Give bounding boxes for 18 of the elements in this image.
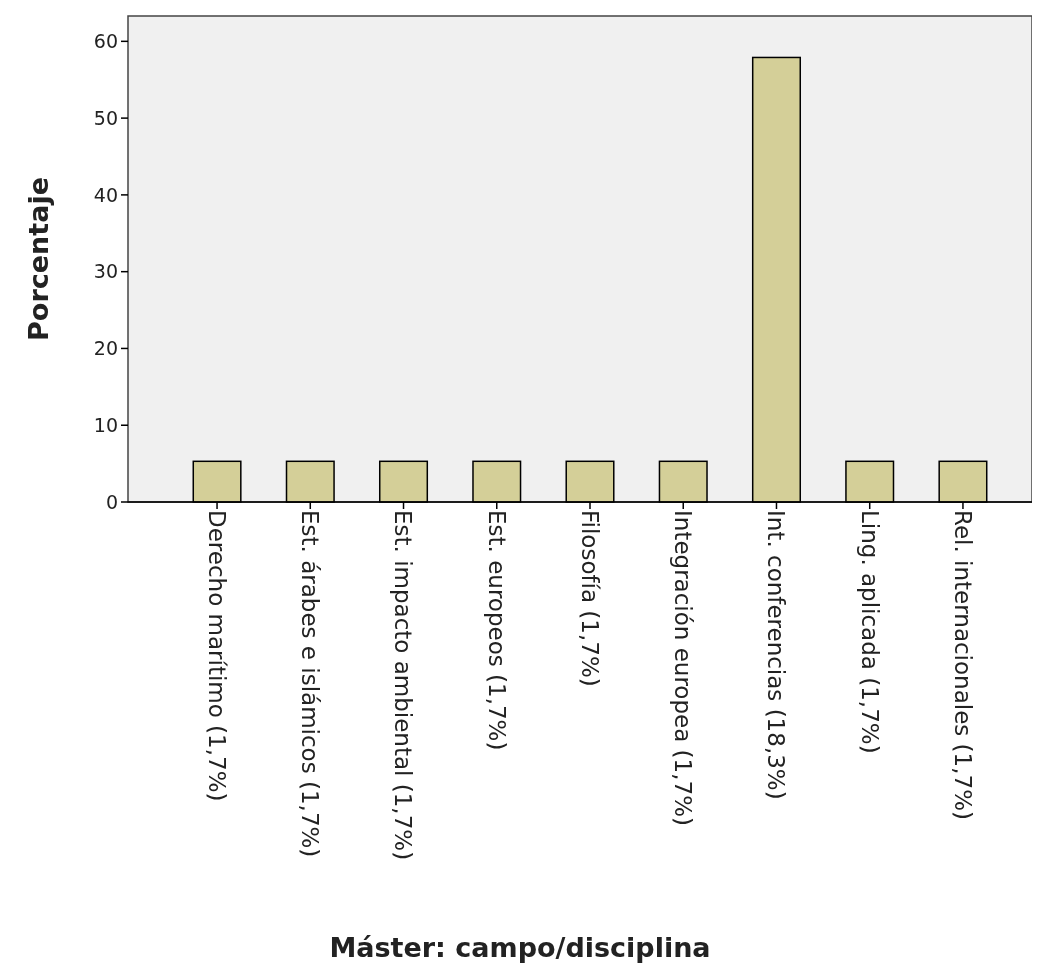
x-tick-label: Ling. aplicada (1,7%) — [856, 510, 883, 754]
y-tick-label: 0 — [105, 490, 118, 513]
x-tick-label: Filosofía (1,7%) — [576, 510, 603, 687]
x-tick-label: Est. impacto ambiental (1,7%) — [390, 510, 417, 861]
y-tick-label: 30 — [93, 260, 118, 283]
x-axis-title: Máster: campo/disciplina — [329, 932, 711, 963]
x-tick-label: Int. conferencias (18,3%) — [763, 510, 790, 800]
y-tick-label: 10 — [93, 413, 118, 436]
x-tick-label: Derecho marítimo (1,7%) — [203, 510, 230, 802]
y-tick-label: 50 — [93, 106, 118, 129]
y-tick-label: 60 — [93, 29, 118, 52]
y-axis-title: Porcentaje — [23, 177, 54, 341]
x-tick-label: Est. árabes e islámicos (1,7%) — [297, 510, 324, 858]
y-tick-label: 20 — [93, 337, 118, 360]
x-tick-label: Est. europeos (1,7%) — [483, 510, 510, 751]
x-tick-label: Integración europea (1,7%) — [670, 510, 697, 826]
y-tick-label: 40 — [93, 183, 118, 206]
x-tick-label: Rel. internacionales (1,7%) — [949, 510, 976, 820]
